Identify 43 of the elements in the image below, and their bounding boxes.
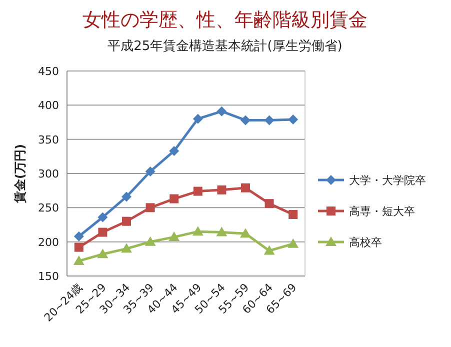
chart-title: 女性の学歴、性、年齢階級別賃金 xyxy=(82,9,368,31)
point xyxy=(264,245,275,255)
point xyxy=(145,166,156,176)
y-tick-label: 150 xyxy=(38,270,59,283)
legend-label: 大学・大学院卒 xyxy=(349,174,426,187)
point xyxy=(240,115,250,126)
point xyxy=(144,236,156,246)
point xyxy=(98,228,108,237)
point xyxy=(146,203,155,212)
point xyxy=(97,248,108,258)
point xyxy=(241,183,250,192)
point xyxy=(74,231,84,242)
point xyxy=(288,210,298,219)
point xyxy=(122,192,132,202)
y-tick-label: 200 xyxy=(38,236,59,249)
point xyxy=(216,226,228,236)
point xyxy=(264,199,274,208)
point xyxy=(240,228,251,238)
legend-label: 高校卒 xyxy=(349,236,382,249)
y-tick-label: 250 xyxy=(38,202,59,215)
point xyxy=(121,243,132,253)
point xyxy=(217,185,226,194)
point xyxy=(98,212,108,222)
point xyxy=(264,115,274,126)
point xyxy=(193,186,202,196)
y-tick-label: 300 xyxy=(38,168,59,180)
point xyxy=(74,242,84,252)
point xyxy=(216,106,227,116)
point xyxy=(122,216,131,226)
point xyxy=(288,114,298,125)
y-axis-title: 賃金(万円) xyxy=(13,144,27,204)
point xyxy=(169,146,180,156)
point xyxy=(73,255,84,265)
legend-label: 高専・短大卒 xyxy=(349,205,415,218)
point xyxy=(288,238,299,248)
point xyxy=(192,114,203,124)
point xyxy=(170,194,179,204)
y-tick-label: 450 xyxy=(38,65,59,78)
point xyxy=(192,226,204,236)
y-tick-label: 400 xyxy=(38,99,59,112)
chart-subtitle: 平成25年賃金構造基本統計(厚生労働省) xyxy=(108,39,342,54)
y-tick-label: 350 xyxy=(38,133,59,146)
point xyxy=(168,232,180,242)
